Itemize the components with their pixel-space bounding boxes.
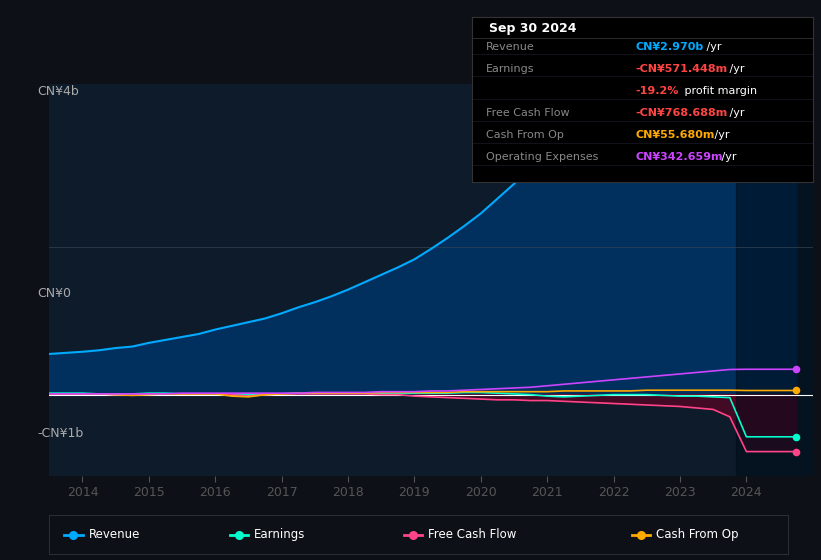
Text: Free Cash Flow: Free Cash Flow [429,528,516,542]
Text: -CN¥571.448m: -CN¥571.448m [635,64,727,74]
Text: Cash From Op: Cash From Op [656,528,738,542]
Text: /yr: /yr [718,152,736,162]
Text: profit margin: profit margin [681,86,757,96]
Text: Cash From Op: Cash From Op [486,130,563,140]
Text: Sep 30 2024: Sep 30 2024 [489,22,576,35]
Text: /yr: /yr [726,64,744,74]
Text: -CN¥1b: -CN¥1b [37,427,83,440]
Point [790,447,803,456]
Text: CN¥0: CN¥0 [37,287,71,300]
Text: Free Cash Flow: Free Cash Flow [486,108,569,118]
Text: Earnings: Earnings [254,528,305,542]
Point [790,386,803,395]
Text: -CN¥768.688m: -CN¥768.688m [635,108,728,118]
Text: Revenue: Revenue [89,528,140,542]
Text: Operating Expenses: Operating Expenses [486,152,598,162]
Point [67,530,80,539]
Point [634,530,647,539]
Text: CN¥2.970b: CN¥2.970b [635,41,704,52]
Bar [736,84,813,476]
Text: /yr: /yr [726,108,744,118]
Text: /yr: /yr [711,130,729,140]
Point [790,432,803,441]
Point [232,530,245,539]
Text: CN¥55.680m: CN¥55.680m [635,130,715,140]
Text: /yr: /yr [703,41,722,52]
Text: -19.2%: -19.2% [635,86,679,96]
Point [406,530,420,539]
Text: Revenue: Revenue [486,41,534,52]
Point [790,170,803,179]
Point [790,365,803,374]
Text: CN¥4b: CN¥4b [37,85,79,98]
Text: CN¥342.659m: CN¥342.659m [635,152,723,162]
Text: Earnings: Earnings [486,64,534,74]
